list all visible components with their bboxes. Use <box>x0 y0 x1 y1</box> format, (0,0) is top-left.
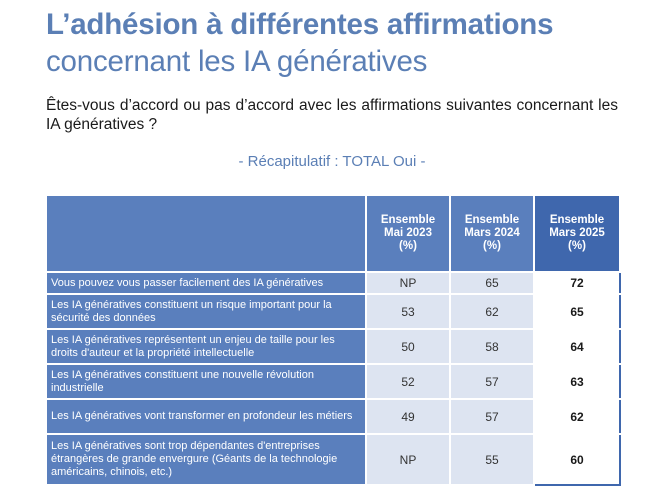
header-line: Ensemble <box>549 214 605 226</box>
table-row: Les IA génératives constituent un risque… <box>45 293 621 330</box>
value-2024: 62 <box>449 293 535 330</box>
subtitle: - Récapitulatif : TOTAL Oui - <box>238 153 426 170</box>
row-label: Les IA génératives constituent une nouve… <box>45 363 367 400</box>
value-2024: 55 <box>449 433 535 486</box>
value-2023: NP <box>365 433 451 486</box>
table-row: Les IA génératives vont transformer en p… <box>45 398 621 435</box>
value-2023: NP <box>365 271 451 295</box>
value-2025: 72 <box>533 271 621 295</box>
row-label: Les IA génératives sont trop dépendantes… <box>45 433 367 486</box>
header-line: (%) <box>568 240 586 252</box>
header-line: (%) <box>399 240 417 252</box>
results-table: Ensemble Mai 2023 (%) Ensemble Mars 2024… <box>45 194 621 486</box>
title-line-2: concernant les IA génératives <box>46 45 428 78</box>
value-2025: 62 <box>533 398 621 435</box>
table-row: Les IA génératives constituent une nouve… <box>45 363 621 400</box>
table-row: Les IA génératives sont trop dépendantes… <box>45 433 621 486</box>
question-text: Êtes-vous d’accord ou pas d’accord avec … <box>46 97 618 133</box>
value-2025: 64 <box>533 328 621 365</box>
row-label: Les IA génératives vont transformer en p… <box>45 398 367 435</box>
row-label: Les IA génératives représentent un enjeu… <box>45 328 367 365</box>
table-row: Les IA génératives représentent un enjeu… <box>45 328 621 365</box>
value-2024: 57 <box>449 363 535 400</box>
row-label: Vous pouvez vous passer facilement des I… <box>45 271 367 295</box>
value-2023: 53 <box>365 293 451 330</box>
value-2024: 58 <box>449 328 535 365</box>
header-line: Ensemble <box>464 214 520 226</box>
title-line-1: L’adhésion à différentes affirmations <box>46 8 554 41</box>
header-line: (%) <box>483 240 501 252</box>
header-line: Mai 2023 <box>384 227 432 239</box>
table-row: Vous pouvez vous passer facilement des I… <box>45 271 621 295</box>
header-mars-2024: Ensemble Mars 2024 (%) <box>449 194 535 273</box>
value-2025: 63 <box>533 363 621 400</box>
value-2023: 52 <box>365 363 451 400</box>
value-2023: 50 <box>365 328 451 365</box>
header-mai-2023: Ensemble Mai 2023 (%) <box>365 194 451 273</box>
value-2024: 57 <box>449 398 535 435</box>
header-line: Mars 2024 <box>464 227 520 239</box>
header-line: Mars 2025 <box>549 227 605 239</box>
table-header-row: Ensemble Mai 2023 (%) Ensemble Mars 2024… <box>45 194 621 273</box>
header-line: Ensemble <box>380 214 436 226</box>
row-label: Les IA génératives constituent un risque… <box>45 293 367 330</box>
value-2025: 65 <box>533 293 621 330</box>
value-2023: 49 <box>365 398 451 435</box>
header-blank-cell <box>45 194 367 273</box>
header-mars-2025: Ensemble Mars 2025 (%) <box>533 194 621 273</box>
value-2024: 65 <box>449 271 535 295</box>
value-2025: 60 <box>533 433 621 486</box>
